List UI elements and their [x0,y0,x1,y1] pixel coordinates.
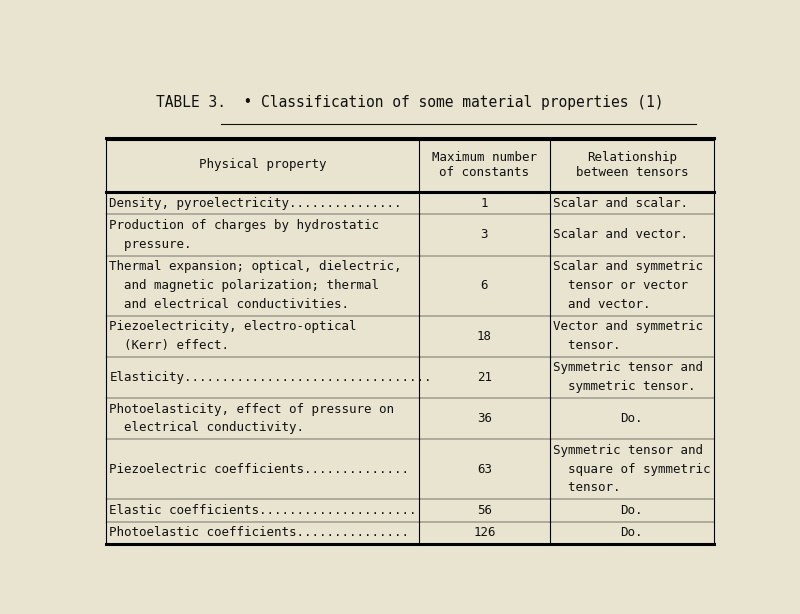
Text: square of symmetric: square of symmetric [553,463,710,476]
Text: Relationship
between tensors: Relationship between tensors [575,150,688,179]
Text: (Kerr) effect.: (Kerr) effect. [110,339,230,352]
Text: 1: 1 [481,196,488,209]
Text: Thermal expansion; optical, dielectric,: Thermal expansion; optical, dielectric, [110,260,402,273]
Text: 126: 126 [473,526,496,539]
Text: Photoelastic coefficients...............: Photoelastic coefficients............... [110,526,410,539]
Text: Vector and symmetric: Vector and symmetric [553,321,703,333]
Text: and magnetic polarization; thermal: and magnetic polarization; thermal [110,279,379,292]
Text: tensor.: tensor. [553,481,620,494]
Text: 21: 21 [477,371,492,384]
Text: Piezoelectric coefficients..............: Piezoelectric coefficients.............. [110,463,410,476]
Text: Symmetric tensor and: Symmetric tensor and [553,362,703,375]
Text: Density, pyroelectricity...............: Density, pyroelectricity............... [110,196,402,209]
Text: Do.: Do. [621,504,643,517]
Text: Do.: Do. [621,412,643,425]
Text: 3: 3 [481,228,488,241]
Text: Symmetric tensor and: Symmetric tensor and [553,444,703,457]
Text: electrical conductivity.: electrical conductivity. [110,421,304,435]
Text: 6: 6 [481,279,488,292]
Text: tensor or vector: tensor or vector [553,279,688,292]
Text: Elasticity.................................: Elasticity..............................… [110,371,432,384]
Text: tensor.: tensor. [553,339,620,352]
Text: Photoelasticity, effect of pressure on: Photoelasticity, effect of pressure on [110,403,394,416]
Text: Maximum number
of constants: Maximum number of constants [432,150,537,179]
Text: Piezoelectricity, electro-optical: Piezoelectricity, electro-optical [110,321,357,333]
Text: and vector.: and vector. [553,298,650,311]
Text: 36: 36 [477,412,492,425]
Text: TABLE 3.  • Classification of some material properties (1): TABLE 3. • Classification of some materi… [156,95,664,110]
Text: Production of charges by hydrostatic: Production of charges by hydrostatic [110,219,379,232]
Text: Scalar and scalar.: Scalar and scalar. [553,196,688,209]
Text: 18: 18 [477,330,492,343]
Text: Scalar and symmetric: Scalar and symmetric [553,260,703,273]
Text: Physical property: Physical property [199,158,326,171]
Text: pressure.: pressure. [110,238,192,251]
Text: and electrical conductivities.: and electrical conductivities. [110,298,350,311]
Text: 56: 56 [477,504,492,517]
Text: Scalar and vector.: Scalar and vector. [553,228,688,241]
Text: symmetric tensor.: symmetric tensor. [553,380,695,393]
Text: Do.: Do. [621,526,643,539]
Text: 63: 63 [477,463,492,476]
Text: Elastic coefficients.....................: Elastic coefficients....................… [110,504,417,517]
